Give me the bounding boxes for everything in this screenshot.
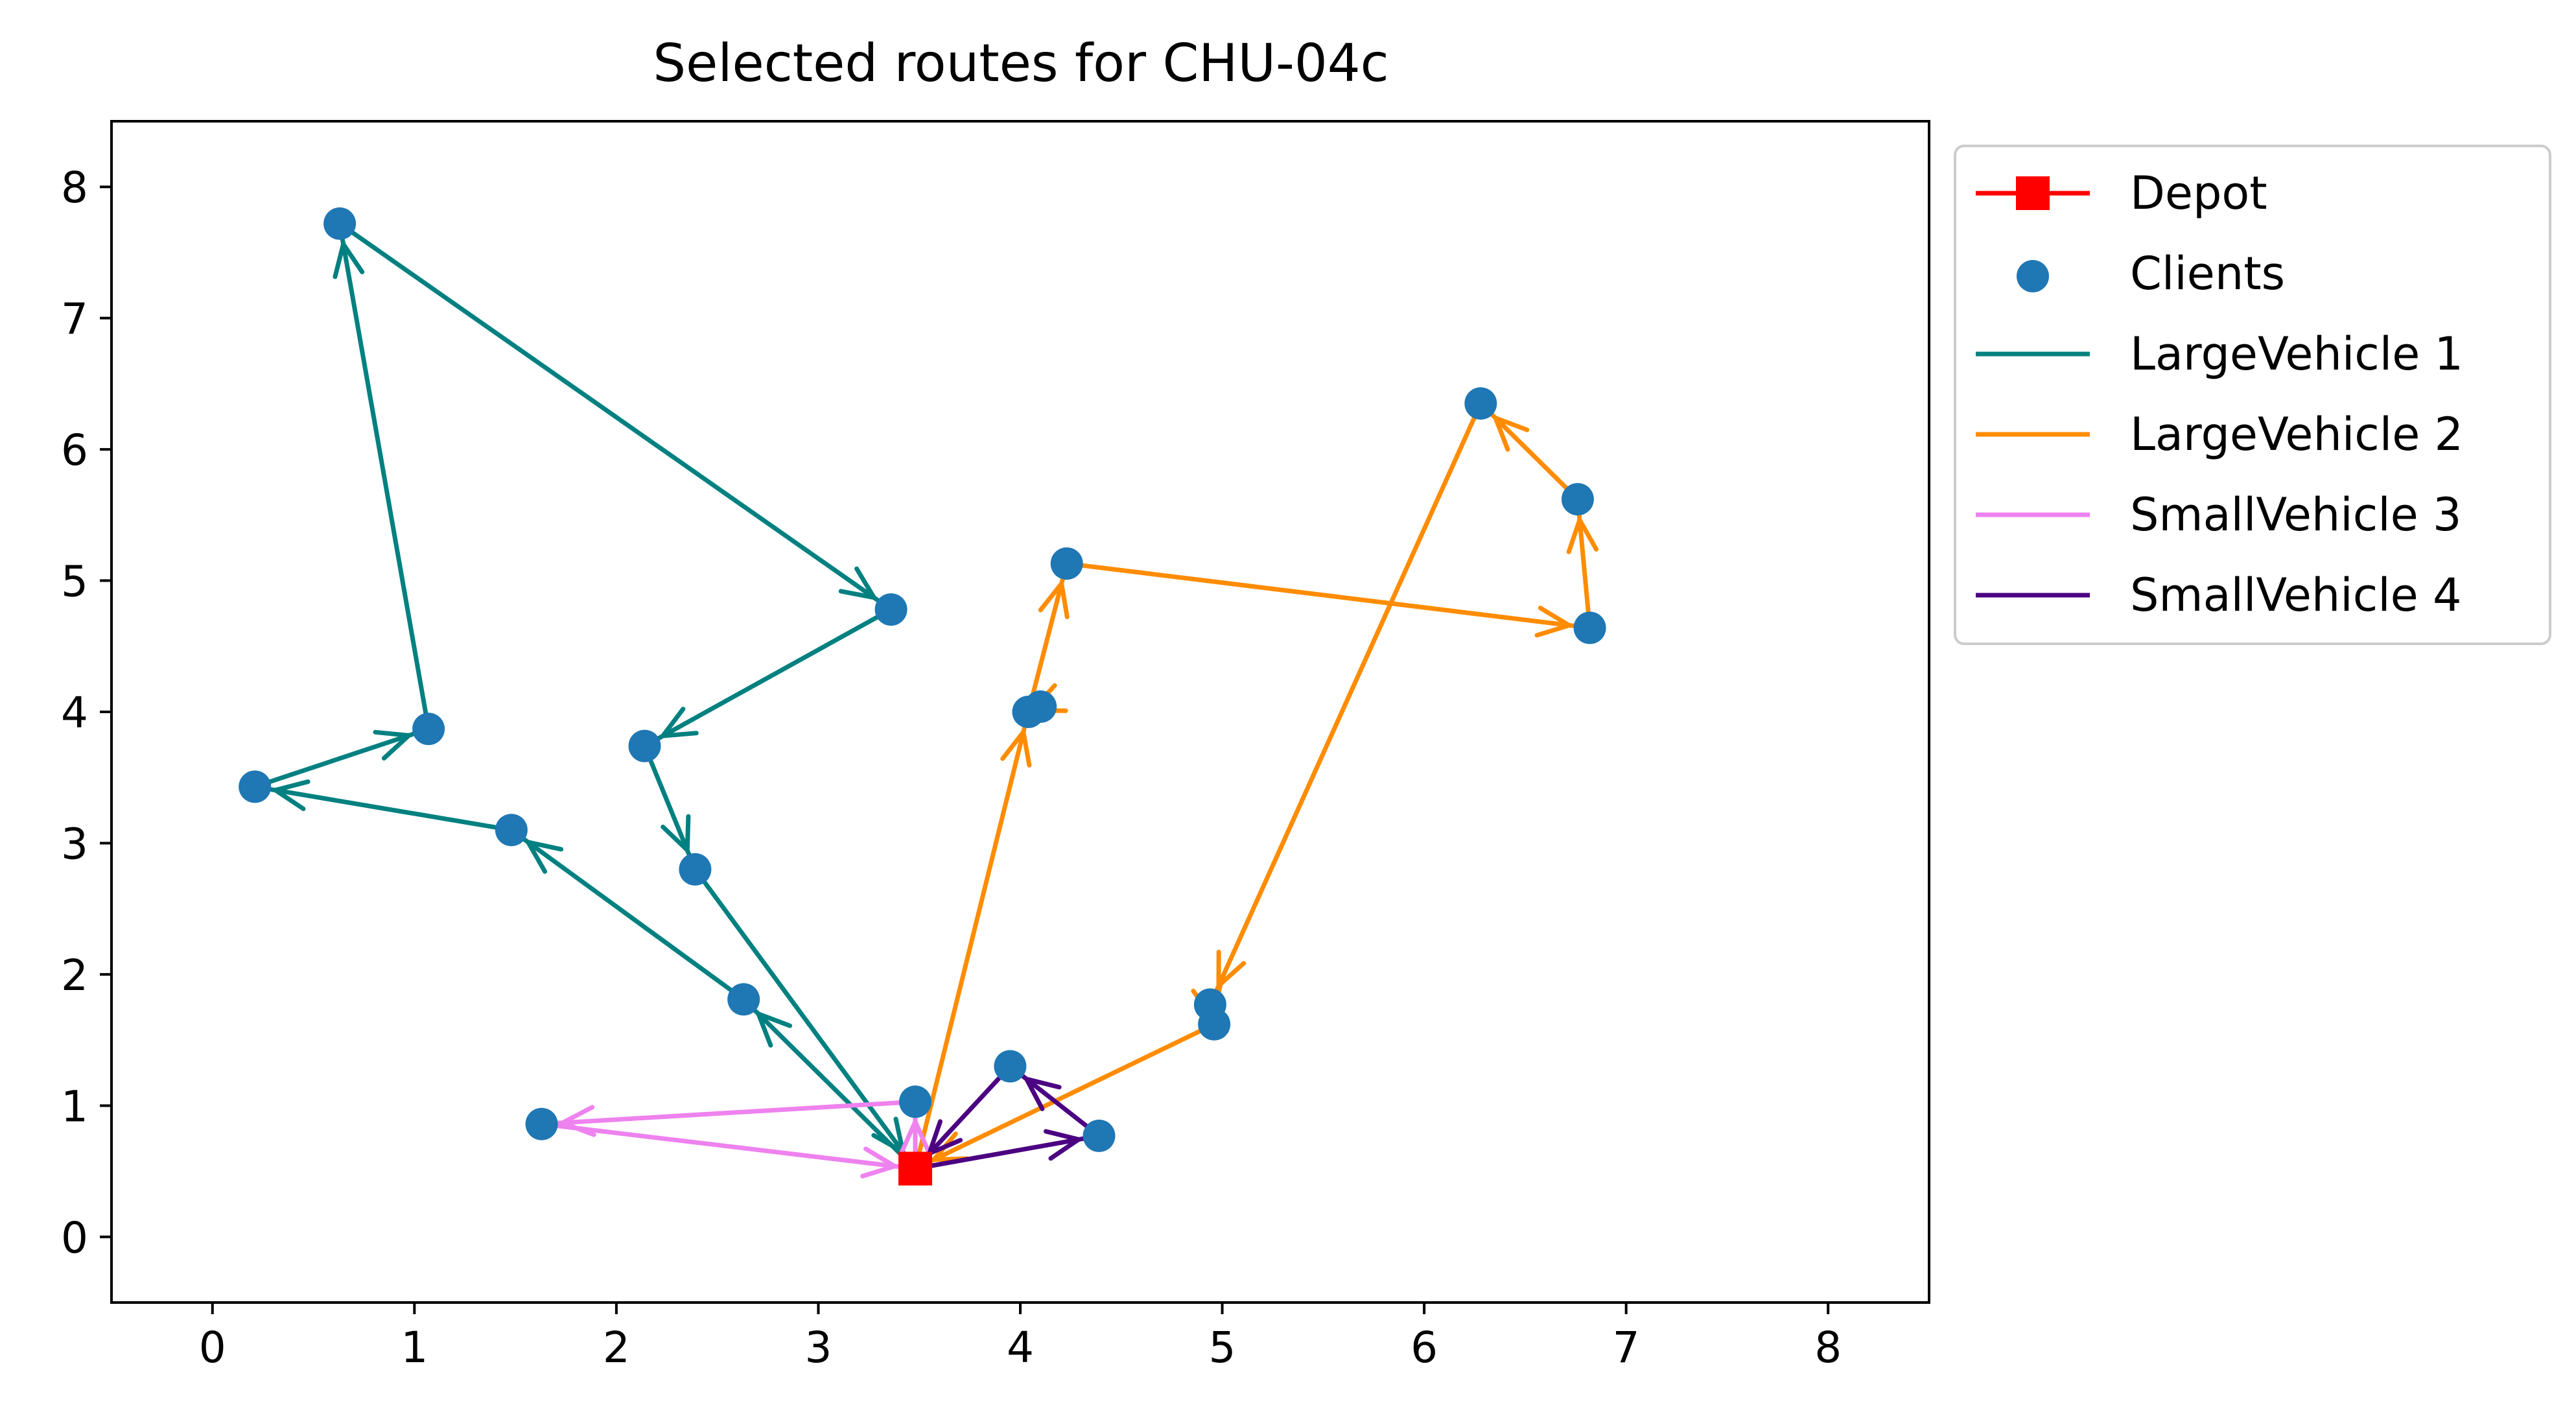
- client-point: [239, 770, 272, 803]
- client-point: [1464, 387, 1497, 420]
- y-tick-label: 3: [61, 819, 88, 869]
- route-arrowhead: [1044, 1129, 1084, 1161]
- legend-label: Depot: [2130, 167, 2267, 220]
- y-tick-label: 6: [61, 425, 88, 475]
- depot-marker: [898, 1151, 932, 1186]
- x-tick-label: 8: [1814, 1323, 1842, 1373]
- route-smallvehicle-4: [913, 1064, 1101, 1171]
- client-point: [1050, 547, 1083, 580]
- route-segment: [915, 1133, 1100, 1171]
- legend-depot-marker: [2016, 176, 2050, 210]
- route-segment: [254, 784, 512, 832]
- x-tick-label: 4: [1007, 1323, 1034, 1373]
- route-segment: [337, 223, 431, 729]
- client-point: [495, 814, 528, 847]
- client-point: [1561, 483, 1594, 515]
- route-segment: [254, 726, 430, 789]
- client-point: [679, 853, 712, 886]
- client-point: [874, 593, 907, 626]
- route-segment: [1066, 561, 1591, 630]
- client-point: [412, 713, 445, 746]
- route-arrowhead: [1534, 606, 1575, 638]
- y-tick-label: 4: [61, 688, 88, 738]
- route-arrowhead: [1038, 578, 1070, 619]
- client-point: [525, 1107, 558, 1140]
- legend-clients-marker: [2017, 260, 2049, 292]
- client-point: [1083, 1119, 1116, 1152]
- route-arrowhead: [523, 838, 564, 874]
- route-arrowhead: [1000, 726, 1032, 768]
- legend-box: [1954, 145, 2551, 645]
- client-point: [994, 1050, 1027, 1083]
- route-segment: [913, 711, 1031, 1170]
- client-point: [1024, 690, 1057, 723]
- route-arrowhead: [333, 238, 365, 279]
- client-point: [628, 729, 661, 762]
- route-segment: [541, 1099, 916, 1127]
- client-point: [1198, 1008, 1231, 1041]
- y-tick-label: 5: [61, 557, 88, 607]
- y-tick-label: 0: [61, 1213, 88, 1263]
- x-tick-label: 2: [603, 1323, 630, 1373]
- route-segment: [914, 1022, 1215, 1171]
- x-tick-label: 6: [1411, 1323, 1438, 1373]
- route-largevehicle-1: [254, 222, 917, 1170]
- legend-label: SmallVehicle 3: [2130, 488, 2462, 541]
- chart-title: Selected routes for CHU-04c: [653, 33, 1388, 93]
- x-tick-label: 7: [1613, 1323, 1640, 1373]
- legend-label: LargeVehicle 1: [2130, 327, 2463, 381]
- route-segment: [643, 607, 893, 748]
- route-arrowhead: [838, 566, 879, 601]
- client-point: [323, 207, 357, 240]
- x-tick-label: 5: [1209, 1323, 1236, 1373]
- route-arrowhead: [373, 729, 414, 761]
- axis-layer: 0 1 2 3 4 5 6 7 8 0 1 2 3 4 5 6 7 8: [61, 120, 1930, 1373]
- legend-label: LargeVehicle 2: [2130, 408, 2463, 461]
- x-tick-label: 3: [804, 1323, 832, 1373]
- legend-label: SmallVehicle 4: [2130, 569, 2462, 622]
- route-arrowhead: [1491, 414, 1530, 452]
- route-arrowhead: [1566, 514, 1598, 554]
- legend-label: Clients: [2130, 247, 2285, 300]
- y-tick-label: 2: [61, 950, 88, 1000]
- route-arrowhead: [1022, 1076, 1062, 1111]
- route-segment: [693, 867, 917, 1170]
- route-arrowhead: [899, 1116, 931, 1155]
- x-tick-label: 1: [401, 1323, 428, 1373]
- route-arrowhead: [929, 1131, 970, 1162]
- route-arrowhead: [754, 1009, 793, 1048]
- route-segment: [509, 828, 745, 1002]
- legend: Depot Clients LargeVehicle 1 LargeVehicle 2…: [1954, 145, 2551, 645]
- route-arrowhead: [657, 707, 699, 739]
- y-tick-label: 8: [61, 163, 88, 213]
- client-point: [727, 983, 760, 1016]
- route-segment: [1208, 402, 1483, 1006]
- route-arrowhead: [860, 1146, 900, 1179]
- route-segment: [338, 222, 893, 611]
- y-tick-label: 1: [61, 1081, 88, 1131]
- y-tick-label: 7: [61, 294, 88, 344]
- route-arrowhead: [661, 814, 691, 856]
- route-segment: [541, 1122, 916, 1171]
- plot-layer: [239, 207, 1606, 1186]
- route-smallvehicle-3: [541, 1099, 931, 1179]
- x-tick-label: 0: [199, 1323, 226, 1373]
- client-point: [899, 1085, 931, 1118]
- route-arrowhead: [270, 779, 310, 811]
- client-point: [1573, 611, 1606, 644]
- clients-layer: [239, 207, 1606, 1152]
